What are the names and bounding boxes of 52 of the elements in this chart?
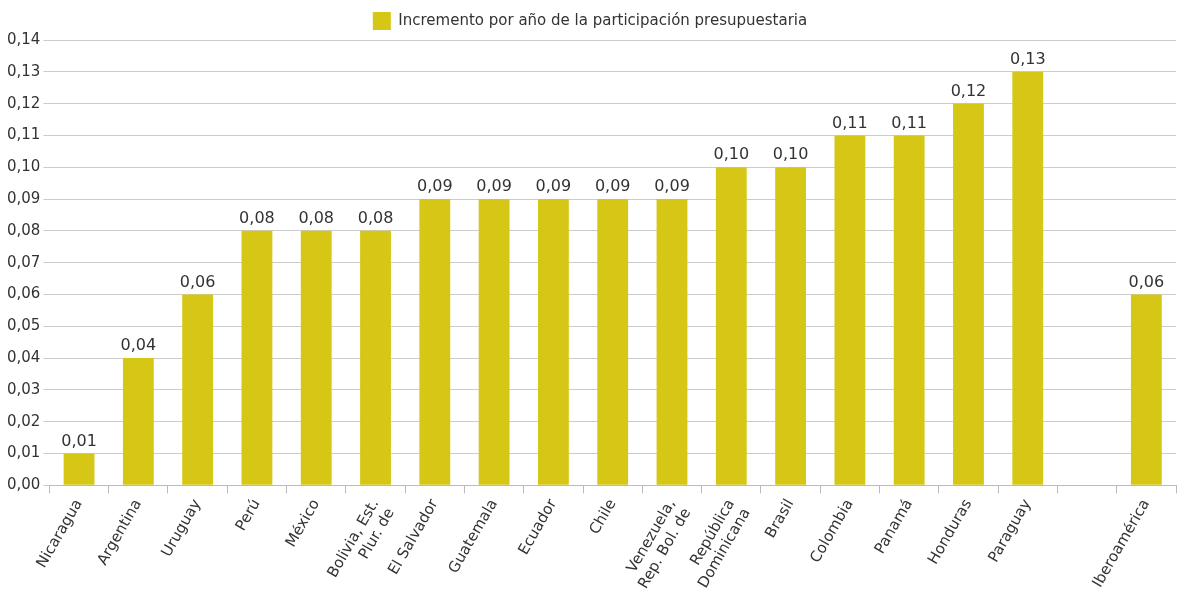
bar (537, 199, 569, 485)
data-label: 0,09 (476, 176, 512, 196)
y-tick-label: 0,07 (6, 252, 41, 271)
bar (122, 358, 154, 485)
y-tick-label: 0,06 (6, 284, 41, 303)
y-tick-label: 0,14 (6, 29, 41, 48)
bar (1130, 294, 1162, 485)
bar (182, 294, 214, 485)
bar (953, 103, 984, 485)
data-label: 0,13 (1009, 48, 1046, 68)
bar (656, 199, 688, 485)
bar (419, 199, 451, 485)
data-label: 0,09 (654, 176, 690, 196)
data-label: 0,09 (594, 176, 631, 196)
data-label: 0,11 (891, 112, 927, 132)
bar (63, 453, 95, 485)
bar (300, 230, 332, 485)
y-tick-label: 0,12 (6, 93, 41, 112)
y-tick-label: 0,10 (6, 157, 41, 176)
bar (893, 135, 925, 485)
data-label: 0,06 (1128, 271, 1165, 291)
y-tick-label: 0,08 (6, 220, 41, 239)
bar (360, 230, 391, 485)
y-tick-label: 0,13 (6, 61, 41, 80)
data-label: 0,04 (120, 335, 157, 355)
bar (1012, 71, 1044, 485)
data-label: 0,08 (298, 207, 335, 227)
data-label: 0,11 (832, 112, 868, 132)
data-label: 0,09 (417, 176, 453, 196)
y-tick-label: 0,11 (6, 125, 41, 144)
y-tick-label: 0,04 (6, 347, 41, 366)
data-label: 0,09 (535, 176, 572, 196)
data-label: 0,10 (772, 144, 809, 164)
data-label: 0,06 (179, 271, 216, 291)
legend-label: Incremento por año de la participación presupuestaria (398, 10, 808, 29)
bar (834, 135, 866, 485)
bar (478, 199, 510, 485)
y-tick-label: 0,09 (6, 188, 41, 207)
y-tick-label: 0,05 (6, 316, 41, 335)
bar (715, 167, 747, 485)
y-tick-label: 0,02 (6, 411, 41, 430)
bar (597, 199, 629, 485)
data-label: 0,10 (713, 144, 750, 164)
data-label: 0,12 (950, 80, 987, 100)
y-tick-label: 0,03 (6, 379, 41, 398)
data-label: 0,01 (61, 430, 97, 450)
bar (241, 230, 273, 485)
data-label: 0,08 (357, 207, 394, 227)
data-label: 0,08 (239, 207, 275, 227)
y-tick-label: 0,01 (6, 443, 41, 462)
y-tick-label: 0,00 (6, 475, 41, 494)
bar (775, 167, 806, 485)
